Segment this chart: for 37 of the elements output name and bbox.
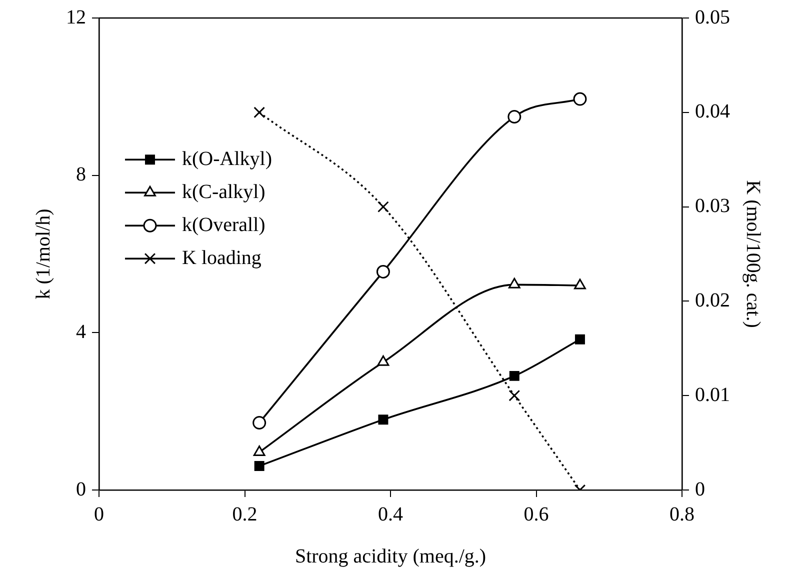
point xyxy=(508,278,520,288)
point xyxy=(574,278,586,290)
y-axis-title: k (1/mol/h) xyxy=(32,208,54,300)
point xyxy=(508,390,520,402)
point xyxy=(509,370,520,381)
y-tick-label: 0 xyxy=(76,478,86,500)
point xyxy=(253,445,266,456)
y-tick-label: 4 xyxy=(76,320,86,343)
x-tick-label: 0.2 xyxy=(232,503,258,526)
point xyxy=(377,355,390,366)
y2-tick-label: 0.02 xyxy=(695,289,730,312)
point xyxy=(254,106,266,118)
y2-axis-title: K (mol/100g. cat.) xyxy=(742,180,764,328)
legend-label: k(Overall) xyxy=(182,214,266,236)
legend-label: k(C-alkyl) xyxy=(182,180,266,203)
point xyxy=(378,201,389,212)
x-axis-title: Strong acidity (meq./g.) xyxy=(294,545,486,568)
legend-label: k(O-Alkyl) xyxy=(182,148,272,170)
legend-label: K loading xyxy=(182,246,262,269)
x-tick-label: 0.6 xyxy=(524,503,549,526)
point xyxy=(378,414,388,425)
point xyxy=(252,416,266,430)
point xyxy=(574,334,585,344)
x-tick-label: 0 xyxy=(94,503,104,526)
y-tick-label: 8 xyxy=(76,164,86,186)
point xyxy=(573,92,587,106)
point xyxy=(508,110,522,124)
y-tick-label: 12 xyxy=(66,6,86,28)
y2-tick-label: 0 xyxy=(695,478,705,500)
x-tick-label: 0.4 xyxy=(378,503,403,526)
point xyxy=(254,461,264,471)
y2-tick-label: 0.01 xyxy=(695,384,730,406)
y2-tick-label: 0.04 xyxy=(695,100,730,123)
y2-tick-label: 0.05 xyxy=(695,6,730,28)
x-tick-label: 0.8 xyxy=(670,503,694,526)
point xyxy=(376,264,390,278)
y2-tick-label: 0.03 xyxy=(695,195,730,218)
